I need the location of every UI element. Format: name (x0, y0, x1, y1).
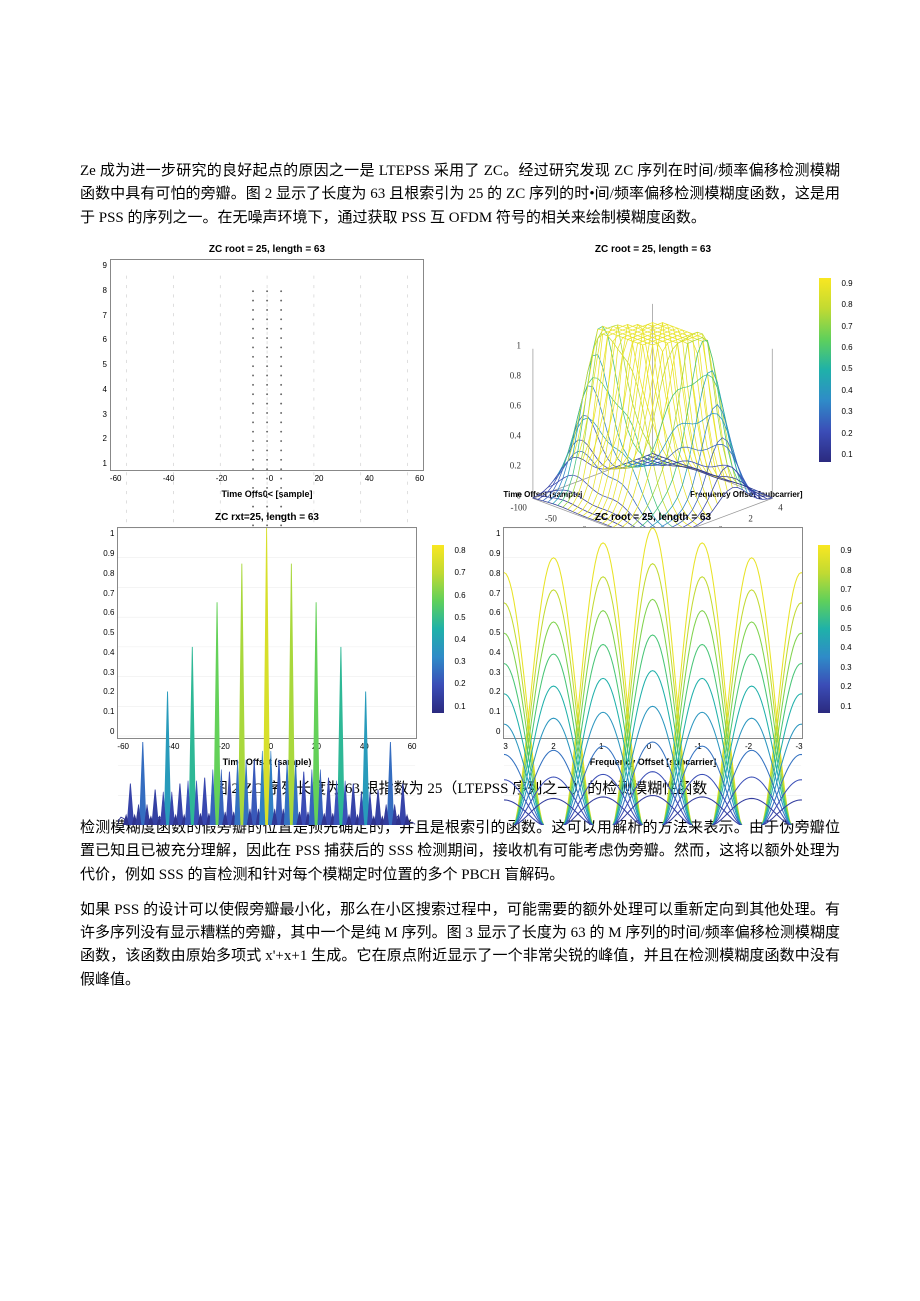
panel-tr-colorbar: 0.90.80.70.60.50.40.30.20.1 (819, 278, 831, 462)
paragraph-intro: Ze 成为进一步研究的良好起点的原因之一是 LTEPSS 采用了 ZC。经过研究… (80, 160, 840, 230)
panel-br-cb-ticks: 0.90.80.70.60.50.40.30.20.1 (840, 545, 851, 713)
panel-bl-title: ZC rxt=25, length = 63 (215, 510, 319, 526)
panel-tr-cb-grad (819, 278, 831, 462)
svg-text:0.8: 0.8 (510, 371, 522, 381)
panel-tl-plot: 123456789 (110, 259, 424, 471)
panel-bl-svg (118, 528, 415, 825)
svg-text:0.4: 0.4 (510, 431, 522, 441)
svg-text:0.2: 0.2 (510, 461, 521, 471)
panel-br-cb-grad (818, 545, 830, 713)
panel-bottom-left: ZC rxt=25, length = 63 00.10.20.30.40.50… (80, 510, 454, 770)
panel-tr-cb-ticks: 0.90.80.70.60.50.40.30.20.1 (841, 278, 852, 462)
panel-br-yticks: 00.10.20.30.40.50.60.70.80.91 (482, 528, 500, 738)
panel-bl-colorbar: 0.80.70.60.50.40.30.20.1 (432, 545, 444, 713)
figure-2-grid: ZC root = 25, length = 63 123456789 -60-… (80, 242, 840, 770)
panel-tl-yticks: 123456789 (89, 260, 107, 470)
panel-br-title: ZC root = 25, length = 63 (595, 510, 711, 526)
panel-br-colorbar: 0.90.80.70.60.50.40.30.20.1 (818, 545, 830, 713)
panel-top-left: ZC root = 25, length = 63 123456789 -60-… (80, 242, 454, 502)
panel-br-svg (504, 528, 801, 825)
svg-text:1: 1 (517, 341, 521, 351)
panel-tl-title: ZC root = 25, length = 63 (209, 242, 325, 258)
panel-tr-title: ZC root = 25, length = 63 (595, 242, 711, 258)
panel-bl-yticks: 00.10.20.30.40.50.60.70.80.91 (96, 528, 114, 738)
panel-br-plot: 00.10.20.30.40.50.60.70.80.91 0.90.80.70… (503, 527, 802, 739)
panel-tr-plot: 00.20.40.60.81-100-50050100-4-2024 0.90.… (503, 259, 802, 489)
panel-top-right: ZC root = 25, length = 63 0 0.2 0.4 0.6 0.8 1… (466, 242, 840, 502)
svg-text:0.6: 0.6 (510, 401, 522, 411)
svg-text:0: 0 (517, 491, 522, 501)
panel-bl-cb-grad (432, 545, 444, 713)
panel-bl-plot: 00.10.20.30.40.50.60.70.80.91 0.80.70.60… (117, 527, 416, 739)
panel-bl-cb-ticks: 0.80.70.60.50.40.30.20.1 (454, 545, 465, 713)
paragraph-3: 如果 PSS 的设计可以使假旁瓣最小化，那么在小区搜索过程中，可能需要的额外处理… (80, 899, 840, 992)
paragraph-2: 检测模糊度函数的假旁瓣的位置是预先确定的，并且是根索引的函数。这可以用解析的方法… (80, 817, 840, 887)
panel-bottom-right: ZC root = 25, length = 63 00.10.20.30.40… (466, 510, 840, 770)
